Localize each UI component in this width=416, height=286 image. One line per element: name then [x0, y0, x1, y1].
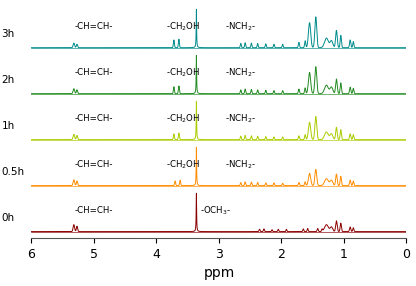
Text: -CH=CH-: -CH=CH- [74, 22, 113, 31]
Text: -CH$_2$OH: -CH$_2$OH [166, 20, 200, 33]
Text: 0h: 0h [1, 213, 15, 223]
Text: -CH=CH-: -CH=CH- [74, 206, 113, 215]
Text: -CH$_2$OH: -CH$_2$OH [166, 158, 200, 171]
Text: -NCH$_2$-: -NCH$_2$- [225, 66, 256, 79]
Text: -OCH$_3$-: -OCH$_3$- [200, 204, 231, 217]
Text: -NCH$_2$-: -NCH$_2$- [225, 112, 256, 125]
Text: -CH=CH-: -CH=CH- [74, 114, 113, 123]
Text: 1h: 1h [1, 121, 15, 131]
Text: -CH=CH-: -CH=CH- [74, 160, 113, 169]
Text: -NCH$_2$-: -NCH$_2$- [225, 20, 256, 33]
Text: -CH$_2$OH: -CH$_2$OH [166, 112, 200, 125]
X-axis label: ppm: ppm [203, 267, 235, 281]
Text: -NCH$_2$-: -NCH$_2$- [225, 158, 256, 171]
Text: -CH$_2$OH: -CH$_2$OH [166, 66, 200, 79]
Text: 0.5h: 0.5h [1, 167, 25, 177]
Text: 3h: 3h [1, 29, 15, 39]
Text: -CH=CH-: -CH=CH- [74, 68, 113, 77]
Text: 2h: 2h [1, 75, 15, 85]
